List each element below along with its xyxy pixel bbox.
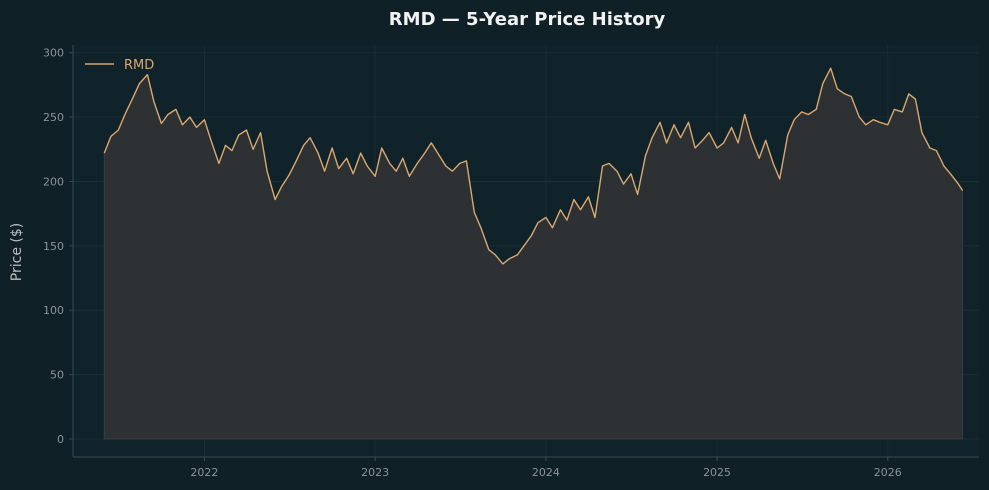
- x-tick-label: 2026: [874, 466, 902, 479]
- y-tick-label: 300: [43, 47, 64, 60]
- y-tick-label: 250: [43, 111, 64, 124]
- series-line-rmd: [103, 67, 964, 265]
- legend: RMD: [85, 58, 154, 73]
- y-tick-label: 50: [50, 369, 64, 382]
- y-axis-title: Price ($): [9, 223, 25, 281]
- chart-title: RMD — 5-Year Price History: [389, 9, 666, 30]
- y-tick-label: 150: [43, 240, 64, 253]
- x-tick-labels: 2022 2023 2024 2025 2026: [190, 457, 902, 479]
- axis-layer: [72, 45, 979, 458]
- y-tick-label: 100: [43, 304, 64, 317]
- area-layer: [103, 66, 964, 440]
- y-tick-label: 0: [57, 433, 64, 446]
- x-tick-label: 2022: [190, 466, 218, 479]
- legend-label-rmd: RMD: [124, 58, 154, 73]
- y-tick-label: 200: [43, 175, 64, 188]
- x-tick-label: 2023: [361, 466, 389, 479]
- x-tick-label: 2024: [532, 466, 560, 479]
- x-tick-label: 2025: [703, 466, 731, 479]
- y-tick-labels: 0 50 100 150 200 250 300: [43, 47, 73, 446]
